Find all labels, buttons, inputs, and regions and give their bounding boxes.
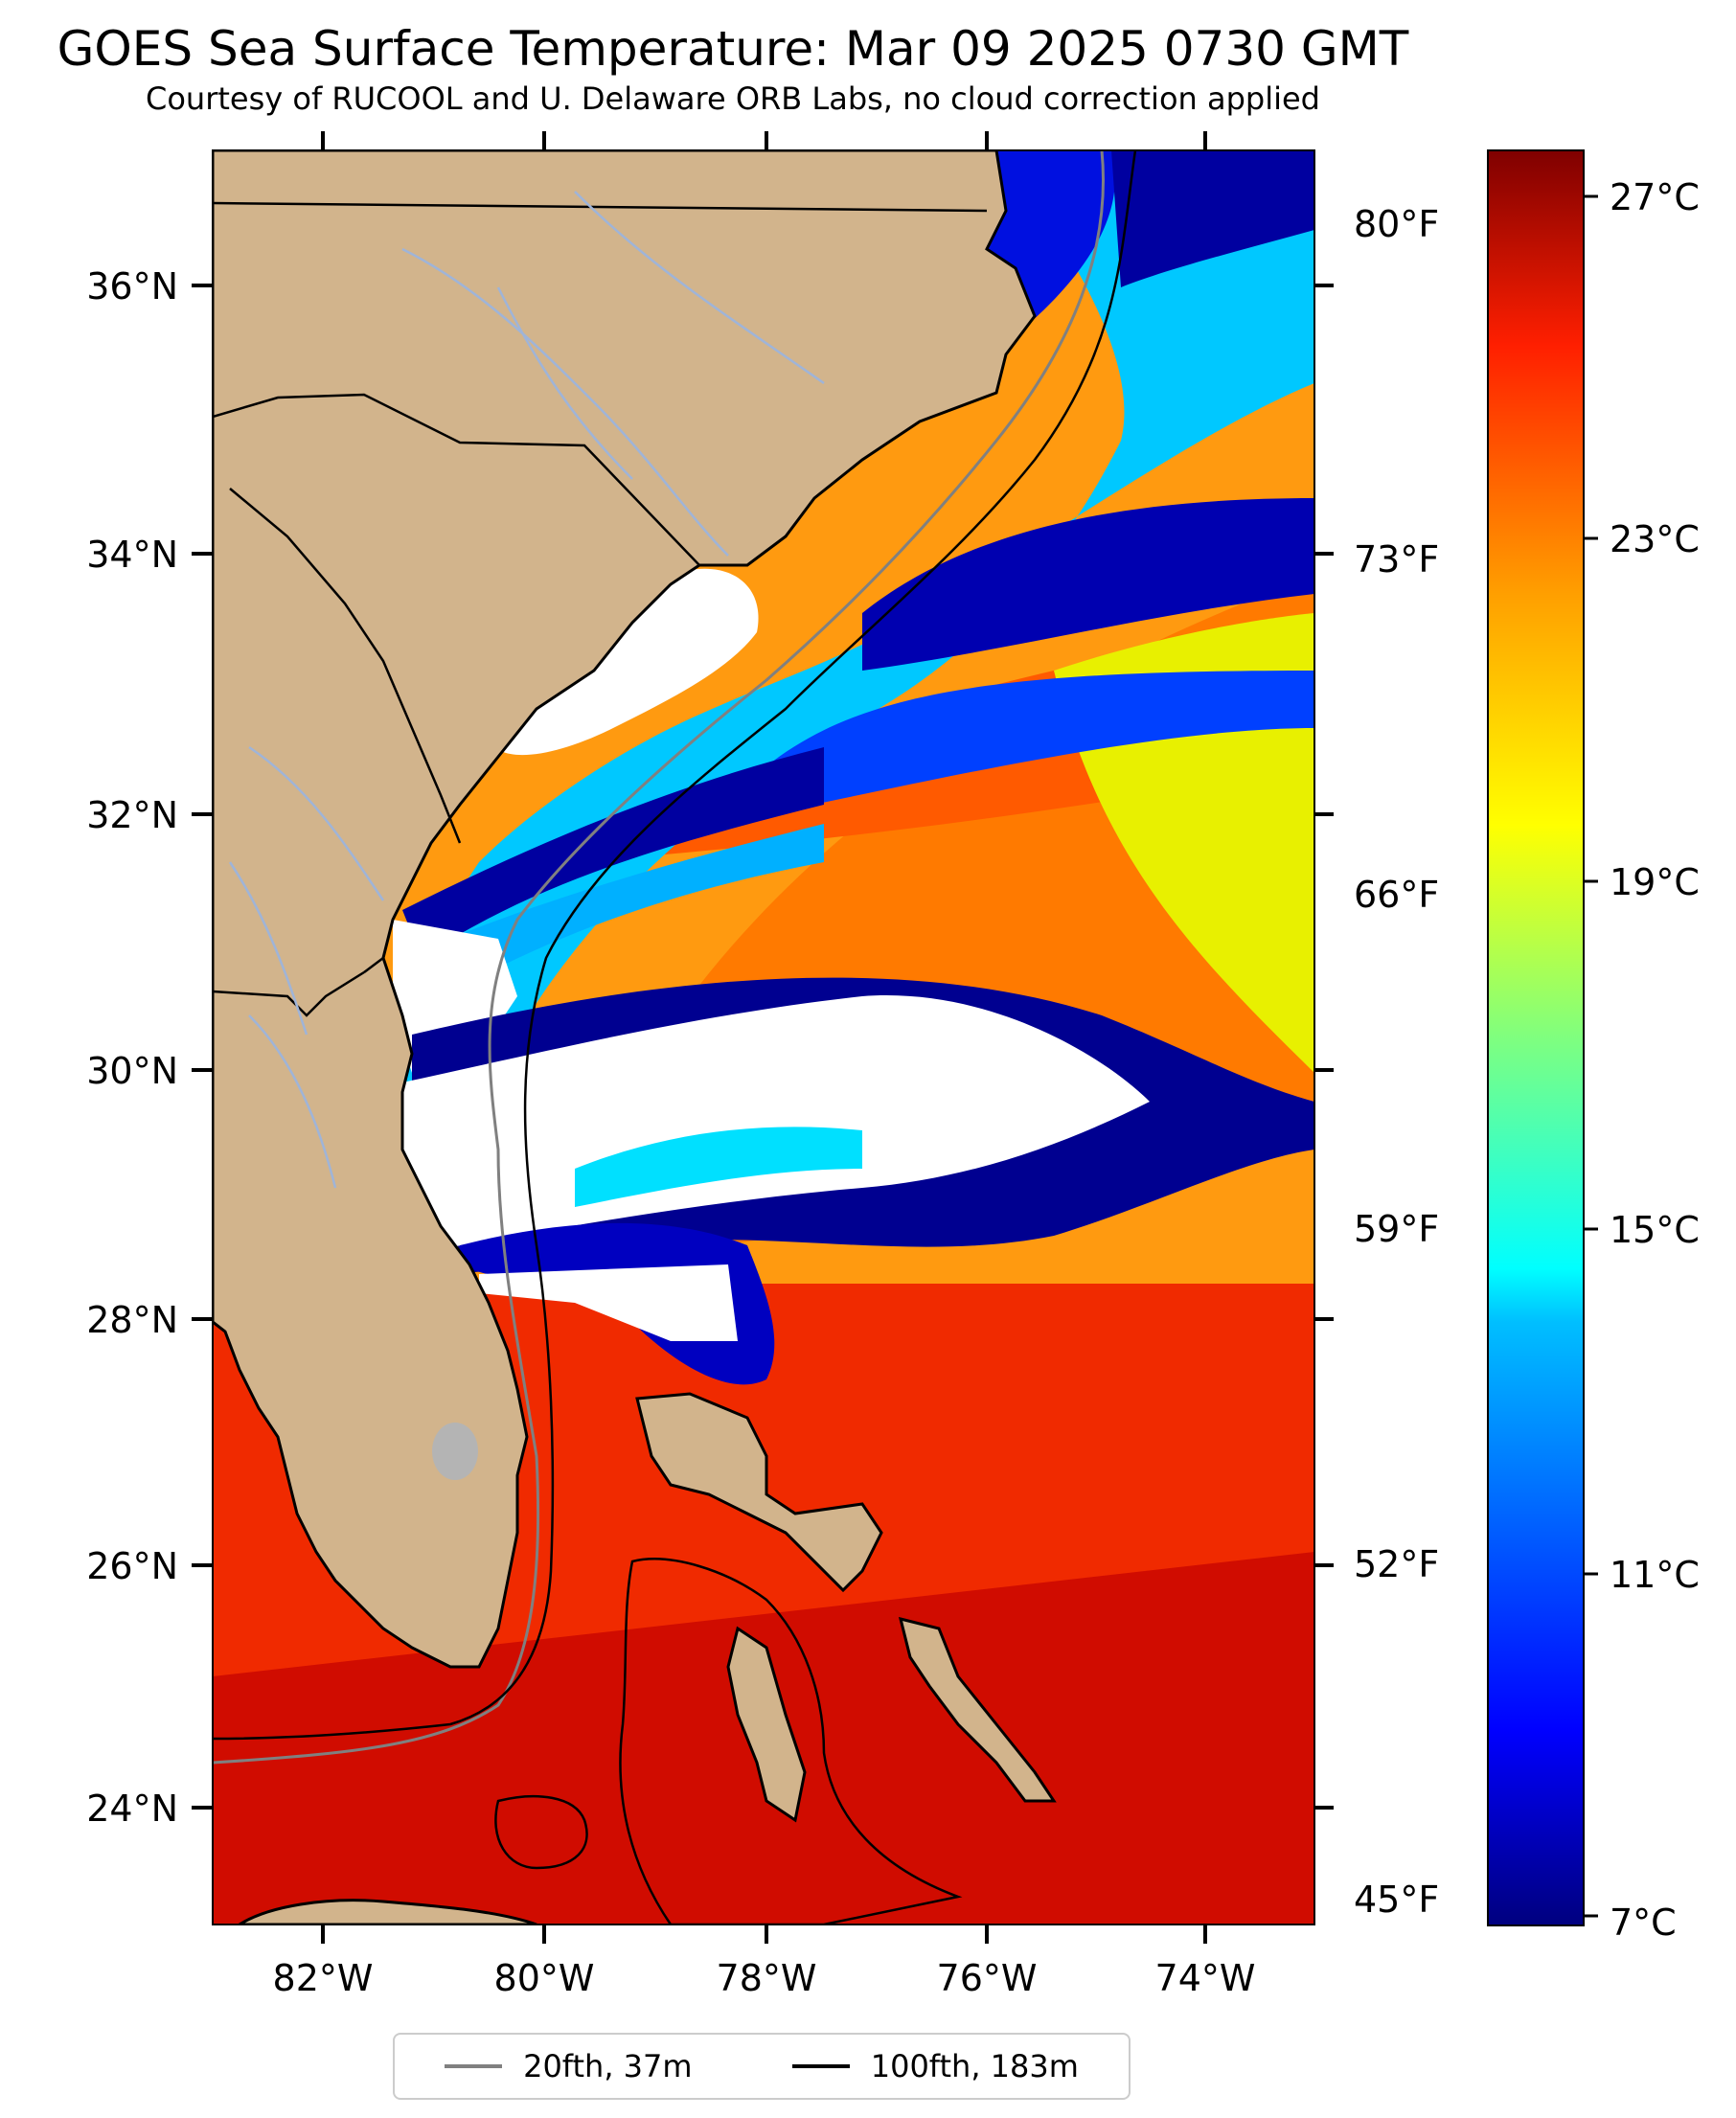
no-data-area-north (489, 568, 759, 756)
lat-label-34: 34°N (86, 534, 178, 576)
land-southeast-us (213, 150, 1037, 1669)
legend-label-20fth: 20fth, 37m (523, 2048, 693, 2084)
lat-label-28: 28°N (86, 1299, 178, 1341)
legend-item-20fth: 20fth, 37m (445, 2048, 693, 2084)
colorbar: 27°C 23°C 19°C 15°C 11°C 7°C (1487, 149, 1700, 1944)
top-lon-ticks (321, 131, 1207, 150)
lat-label-24: 24°N (86, 1788, 178, 1830)
legend-label-100fth: 100fth, 183m (870, 2048, 1079, 2084)
land-andros (726, 1626, 807, 1823)
land-grand-bahama-abaco (635, 1392, 883, 1593)
lon-label-82: 82°W (273, 1957, 374, 1999)
cold-band-central-2 (575, 1127, 862, 1207)
colorbar-label-11c: 11°C (1610, 1554, 1700, 1596)
legend-item-100fth: 100fth, 183m (791, 2048, 1079, 2084)
fahrenheit-axis: 80°F 73°F 66°F 59°F 52°F 45°F (1314, 203, 1439, 1921)
lat-axis: 36°N 34°N 32°N 30°N 28°N 26°N 24°N (86, 265, 213, 1830)
cold-water-northeast (1111, 150, 1314, 287)
colorbar-label-15c: 15°C (1610, 1209, 1700, 1251)
cold-band-2 (766, 671, 1314, 814)
colorbar-label-19c: 19°C (1610, 861, 1700, 903)
lat-label-32: 32°N (86, 794, 178, 836)
lat-label-26: 26°N (86, 1545, 178, 1587)
land-cuba (237, 1899, 537, 1924)
colorbar-gradient (1487, 149, 1585, 1926)
cold-band-3 (402, 747, 824, 958)
cold-band-1 (862, 498, 1314, 671)
lon-label-76: 76°W (937, 1957, 1038, 1999)
map-title: GOES Sea Surface Temperature: Mar 09 202… (57, 21, 1409, 77)
contour-great-bahama-bank (619, 1558, 963, 1924)
f-label-73: 73°F (1354, 538, 1439, 581)
f-label-66: 66°F (1354, 874, 1439, 916)
lat-label-36: 36°N (86, 265, 178, 307)
land-eleuthera-exumas (898, 1616, 1057, 1803)
lat-label-30: 30°N (86, 1050, 178, 1092)
rivers (228, 191, 825, 1189)
colorbar-label-23c: 23°C (1610, 518, 1700, 560)
lon-label-80: 80°W (494, 1957, 595, 1999)
legend-swatch-20fth (445, 2064, 503, 2068)
f-label-52: 52°F (1354, 1543, 1439, 1585)
sst-map (213, 150, 1314, 1924)
state-borders (213, 201, 988, 1017)
cold-band-4 (402, 824, 824, 1015)
lon-axis: 82°W 80°W 78°W 76°W 74°W (273, 1924, 1256, 1999)
colorbar-label-27c: 27°C (1610, 176, 1700, 218)
contour-cay-sal (494, 1795, 588, 1870)
cloud-area-south (479, 1264, 738, 1341)
map-frame (212, 149, 1315, 1925)
lon-label-74: 74°W (1155, 1957, 1256, 1999)
contour-100fth (213, 150, 1137, 1741)
f-label-80: 80°F (1354, 203, 1439, 245)
lon-label-78: 78°W (717, 1957, 817, 1999)
colorbar-label-7c: 7°C (1610, 1902, 1677, 1944)
legend: 20fth, 37m 100fth, 183m (393, 2033, 1131, 2100)
contour-20fth (213, 150, 1106, 1765)
f-label-45: 45°F (1354, 1879, 1439, 1921)
f-label-59: 59°F (1354, 1208, 1439, 1250)
legend-swatch-100fth (791, 2064, 850, 2068)
lake-okeechobee (432, 1423, 478, 1480)
map-subtitle: Courtesy of RUCOOL and U. Delaware ORB L… (146, 80, 1320, 117)
